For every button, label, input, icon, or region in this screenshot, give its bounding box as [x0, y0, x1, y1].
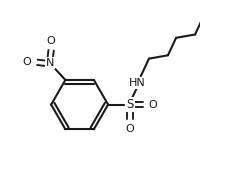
Text: O: O [23, 57, 31, 67]
Text: O: O [126, 124, 134, 134]
Text: N: N [46, 58, 55, 68]
Text: HN: HN [129, 78, 146, 88]
Text: S: S [126, 98, 134, 111]
Text: O: O [148, 100, 157, 110]
Text: O: O [47, 35, 55, 46]
